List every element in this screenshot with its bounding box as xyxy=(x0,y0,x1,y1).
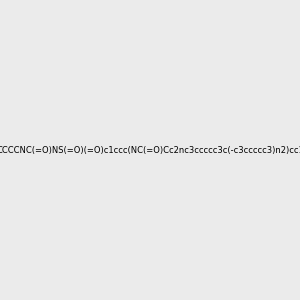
Text: CCCCNC(=O)NS(=O)(=O)c1ccc(NC(=O)Cc2nc3ccccc3c(-c3ccccc3)n2)cc1: CCCCNC(=O)NS(=O)(=O)c1ccc(NC(=O)Cc2nc3cc… xyxy=(0,146,300,154)
